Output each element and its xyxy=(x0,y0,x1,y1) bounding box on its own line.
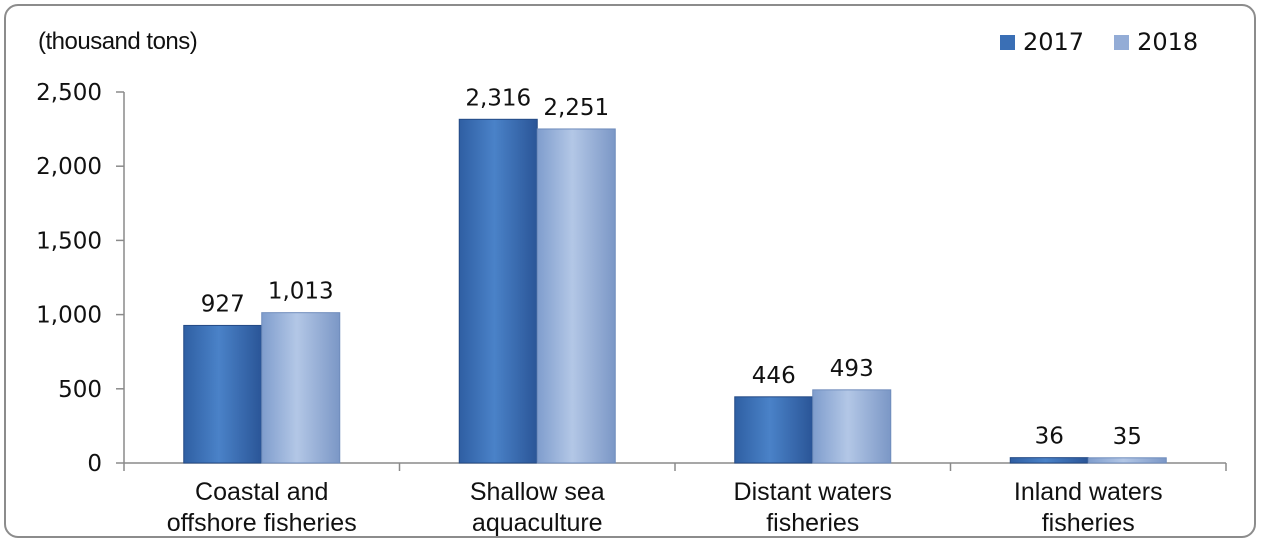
legend-swatch-2017 xyxy=(1000,34,1015,50)
category-label-1: Shallow sea xyxy=(470,478,605,506)
value-label-2018-2: 493 xyxy=(830,356,874,382)
legend: 2017 2018 xyxy=(1000,28,1198,56)
bar-2018-0 xyxy=(261,312,341,464)
category-label-0: offshore fisheries xyxy=(167,509,357,537)
y-tick-label: 2,500 xyxy=(36,80,102,106)
legend-label-2018: 2018 xyxy=(1137,28,1199,56)
bar-2017-1 xyxy=(458,118,538,464)
bars xyxy=(183,118,1167,464)
legend-swatch-2018 xyxy=(1114,34,1130,50)
bar-2018-3 xyxy=(1087,457,1167,464)
labels: 927 1,013 Coastal and offshore fisheries 2,3… xyxy=(167,85,1163,537)
legend-label-2017: 2017 xyxy=(1023,28,1085,56)
value-label-2017-0: 927 xyxy=(201,291,245,317)
value-label-2018-0: 1,013 xyxy=(268,279,334,305)
legend-item-2017: 2017 xyxy=(1000,28,1084,56)
y-tick-label: 500 xyxy=(58,377,102,403)
axes: 0 500 1,000 1,500 2,000 2,500 xyxy=(36,80,1227,477)
value-label-2017-1: 2,316 xyxy=(465,85,531,111)
value-label-2017-2: 446 xyxy=(752,363,796,389)
category-label-2: Distant waters xyxy=(734,478,892,506)
category-label-2: fisheries xyxy=(766,509,859,537)
y-tick-label: 0 xyxy=(87,451,102,477)
y-tick-label: 2,000 xyxy=(36,154,102,180)
value-label-2018-1: 2,251 xyxy=(543,95,609,121)
y-unit-label: (thousand tons) xyxy=(38,28,198,55)
bar-2018-1 xyxy=(536,128,616,464)
bar-2017-0 xyxy=(183,324,263,464)
legend-item-2018: 2018 xyxy=(1114,28,1198,56)
category-label-1: aquaculture xyxy=(472,509,603,537)
bar-2018-2 xyxy=(812,389,892,464)
category-label-3: Inland waters xyxy=(1014,478,1163,506)
y-tick-label: 1,000 xyxy=(36,303,102,329)
value-label-2018-3: 35 xyxy=(1113,424,1142,450)
y-tick-label: 1,500 xyxy=(36,228,102,254)
bar-2017-3 xyxy=(1009,457,1089,464)
bar-2017-2 xyxy=(734,396,814,464)
value-label-2017-3: 36 xyxy=(1035,424,1064,450)
category-label-0: Coastal and xyxy=(195,478,328,506)
category-label-3: fisheries xyxy=(1042,509,1135,537)
